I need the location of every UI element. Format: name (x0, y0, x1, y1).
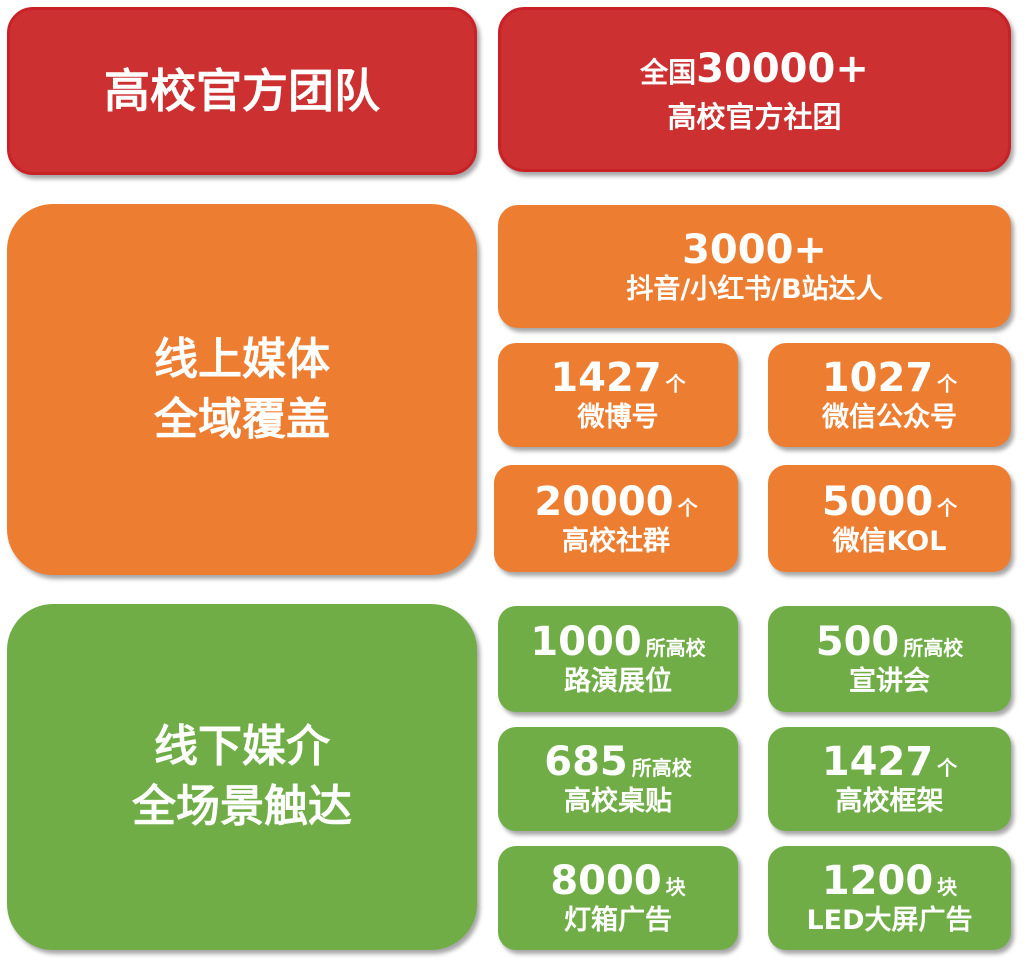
online-title-box: 线上媒体 全域覆盖 (7, 204, 477, 575)
stat-label: 高校社群 (562, 525, 670, 557)
offline-stat-card: 685 所高校 高校桌贴 (498, 727, 738, 831)
stat-number: 1000 (530, 619, 642, 665)
stat-unit: 块 (937, 875, 958, 899)
team-stat-line2: 高校官方社团 (667, 99, 842, 134)
offline-stat-card: 500 所高校 宣讲会 (768, 606, 1011, 712)
stat-number: 20000 (534, 478, 674, 525)
stat-value: 1427 个 (550, 355, 685, 401)
stat-unit: 块 (665, 875, 686, 899)
team-stat-line1: 全国30000+ (640, 45, 869, 92)
stat-unit: 所高校 (631, 756, 692, 780)
online-stat-card: 5000 个微信KOL (768, 465, 1011, 572)
offline-title-box: 线下媒介 全场景触达 (7, 604, 477, 950)
online-stat-card: 1427 个微博号 (498, 343, 738, 447)
stat-label: 灯箱广告 (564, 905, 672, 936)
stat-value: 1200 块 (822, 858, 957, 904)
offline-stat-card: 1427 个高校框架 (768, 727, 1011, 831)
stat-label: 微信公众号 (822, 402, 957, 433)
stat-value: 1000 所高校 (530, 619, 705, 665)
stat-unit: 个 (937, 756, 958, 780)
stat-label: 高校框架 (835, 786, 944, 817)
stat-number: 1027 (821, 355, 934, 401)
offline-stat-card: 8000 块灯箱广告 (498, 846, 738, 950)
stat-label: LED大屏广告 (806, 905, 973, 936)
stat-number: 1427 (821, 739, 934, 785)
online-title-line1: 线上媒体 (154, 333, 330, 385)
online-headline-number: 3000+ (682, 226, 827, 273)
stat-label: 微信KOL (832, 525, 947, 557)
stat-value: 1027 个 (822, 355, 957, 401)
stat-label: 高校桌贴 (564, 786, 672, 817)
offline-stat-card: 1200 块 LED大屏广告 (768, 846, 1011, 950)
stat-unit: 个 (937, 372, 958, 396)
online-headline-label: 抖音/小红书/B站达人 (626, 273, 883, 305)
stat-number: 685 (544, 739, 628, 785)
offline-stat-card: 1000 所高校 路演展位 (498, 606, 738, 712)
team-title: 高校官方团队 (104, 64, 380, 118)
team-title-box: 高校官方团队 (7, 7, 477, 175)
stat-unit: 个 (937, 495, 958, 520)
stat-unit: 所高校 (903, 636, 964, 660)
offline-title-line1: 线下媒介 (154, 721, 330, 772)
online-stat-card: 1027 个微信公众号 (768, 343, 1011, 447)
stat-unit: 个 (665, 372, 686, 396)
stat-value: 20000 个 (534, 479, 697, 525)
stat-value: 685 所高校 (544, 739, 692, 785)
online-title-line2: 全域覆盖 (154, 393, 330, 445)
stat-unit: 个 (677, 495, 698, 520)
online-headline-box: 3000+ 抖音/小红书/B站达人 (498, 205, 1011, 328)
stat-value: 500 所高校 (816, 619, 964, 665)
stat-label: 宣讲会 (849, 666, 930, 697)
stat-unit: 所高校 (645, 636, 706, 660)
stat-number: 1427 (550, 355, 662, 401)
stat-value: 1427 个 (822, 739, 957, 785)
online-stat-card: 20000 个高校社群 (494, 465, 738, 572)
stat-number: 1200 (821, 858, 934, 904)
stat-number: 500 (815, 619, 900, 665)
offline-title-line2: 全场景触达 (132, 781, 352, 832)
stat-value: 8000 块 (550, 858, 685, 904)
team-stat-box: 全国30000+ 高校官方社团 (498, 7, 1011, 172)
stat-label: 微博号 (577, 402, 659, 433)
stat-value: 5000 个 (822, 479, 957, 525)
stat-label: 路演展位 (564, 666, 672, 697)
stat-number: 5000 (821, 478, 934, 525)
stat-number: 8000 (550, 858, 662, 904)
